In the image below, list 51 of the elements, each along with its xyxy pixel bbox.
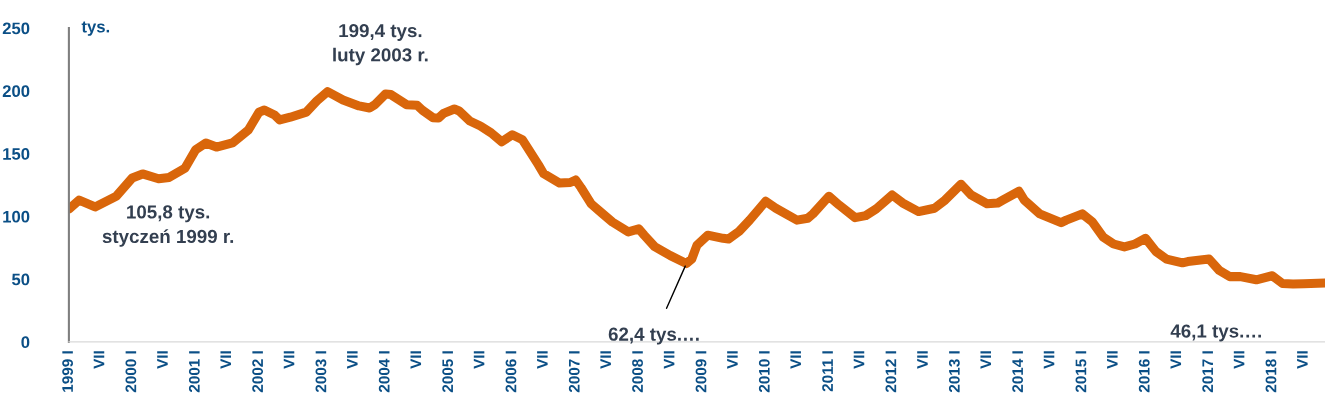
x-tick-label: 2017 I bbox=[1202, 351, 1214, 393]
y-axis-title: tys. bbox=[81, 21, 110, 36]
x-tick-label: 2009 I bbox=[695, 351, 707, 393]
y-tick-label: 0 bbox=[21, 336, 30, 349]
x-tick-label: VII bbox=[1107, 351, 1118, 369]
x-tick-label: 1999 I bbox=[62, 351, 73, 392]
x-tick-label: VII bbox=[727, 351, 738, 369]
x-tick-label: 2011 I bbox=[822, 351, 834, 392]
x-tick-label: VII bbox=[1043, 351, 1055, 369]
x-tick-label: 2015 I bbox=[1075, 351, 1087, 393]
x-tick-label: 2008 I bbox=[632, 351, 643, 393]
x-tick-label: VII bbox=[1297, 351, 1308, 369]
annotation: 199,4 tys. luty 2003 r. bbox=[333, 23, 428, 66]
x-tick-label: VII bbox=[537, 351, 548, 369]
x-tick-label: VII bbox=[853, 351, 865, 369]
x-tick-label: 2001 I bbox=[188, 351, 200, 393]
x-tick-label: VII bbox=[1233, 351, 1245, 369]
annotation: 46,1 tys.… bbox=[1170, 324, 1261, 342]
x-tick-label: 2012 I bbox=[885, 351, 897, 393]
x-tick-label: VII bbox=[790, 351, 801, 369]
x-tick-label: VII bbox=[663, 351, 675, 369]
annotation: 105,8 tys. styczeń 1999 r. bbox=[102, 205, 234, 247]
x-tick-label: 2018 I bbox=[1265, 351, 1277, 393]
y-tick-label: 100 bbox=[3, 210, 30, 223]
x-tick-label: 2010 I bbox=[758, 351, 770, 393]
y-tick-label: 50 bbox=[11, 273, 30, 286]
y-tick-label: 200 bbox=[2, 85, 30, 98]
x-tick-label: VII bbox=[410, 351, 422, 369]
x-tick-label: VII bbox=[1170, 351, 1182, 369]
x-tick-label: VII bbox=[93, 351, 105, 369]
x-tick-label: VII bbox=[220, 351, 231, 369]
x-tick-label: 2002 I bbox=[252, 351, 264, 393]
x-tick-label: VII bbox=[347, 351, 358, 369]
x-tick-label: VII bbox=[473, 351, 485, 369]
x-tick-label: 2014 I bbox=[1012, 351, 1024, 393]
x-tick-label: 2006 I bbox=[505, 351, 517, 393]
x-tick-label: VII bbox=[157, 351, 168, 369]
x-tick-label: 2000 I bbox=[125, 351, 137, 393]
annotation: 62,4 tys.… bbox=[608, 327, 699, 345]
x-tick-label: 2005 I bbox=[442, 351, 454, 393]
x-tick-label: VII bbox=[980, 351, 991, 369]
x-tick-label: VII bbox=[600, 351, 611, 369]
x-tick-label: 2007 I bbox=[568, 351, 580, 393]
x-tick-label: 2016 I bbox=[1138, 351, 1150, 393]
x-tick-label: 2004 I bbox=[378, 351, 390, 393]
x-tick-label: VII bbox=[917, 351, 928, 369]
y-tick-label: 150 bbox=[3, 148, 30, 160]
x-tick-label: 2003 I bbox=[315, 351, 327, 393]
y-tick-label: 250 bbox=[2, 22, 30, 35]
x-tick-label: 2013 I bbox=[948, 351, 960, 393]
x-tick-label: VII bbox=[283, 351, 295, 369]
